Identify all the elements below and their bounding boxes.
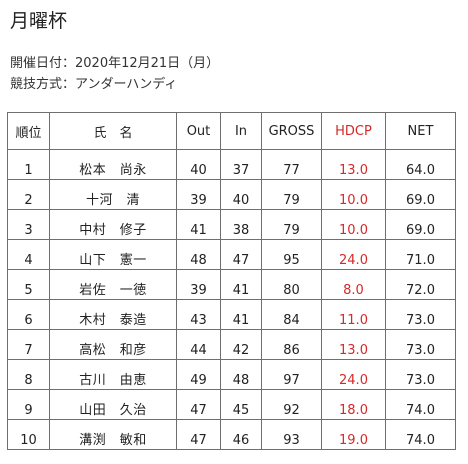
cell-gross: 79 [261, 179, 322, 210]
header-name: 氏 名 [49, 112, 177, 150]
table-row: 3 中村 修子 41 38 79 10.0 69.0 [7, 209, 456, 240]
cell-hdcp: 24.0 [321, 239, 386, 270]
cell-rank: 8 [7, 359, 50, 390]
cell-rank: 9 [7, 389, 50, 420]
cell-out: 48 [176, 239, 221, 270]
header-rank: 順位 [7, 112, 50, 150]
cell-name: 岩佐 一徳 [49, 269, 177, 300]
table-row: 9 山田 久治 47 45 92 18.0 74.0 [7, 389, 456, 420]
cell-out: 39 [176, 179, 221, 210]
cell-out: 43 [176, 299, 221, 330]
cell-in: 41 [220, 299, 262, 330]
cell-rank: 1 [7, 149, 50, 180]
cell-out: 41 [176, 209, 221, 240]
header-net: NET [385, 112, 456, 150]
cell-hdcp: 13.0 [321, 149, 386, 180]
table-row: 10 溝渕 敏和 47 46 93 19.0 74.0 [7, 419, 456, 450]
cell-gross: 77 [261, 149, 322, 180]
cell-in: 37 [220, 149, 262, 180]
cell-gross: 97 [261, 359, 322, 390]
cell-hdcp: 8.0 [321, 269, 386, 300]
table-row: 6 木村 泰造 43 41 84 11.0 73.0 [7, 299, 456, 330]
cell-out: 40 [176, 149, 221, 180]
cell-gross: 95 [261, 239, 322, 270]
cell-hdcp: 13.0 [321, 329, 386, 360]
cell-hdcp: 19.0 [321, 419, 386, 450]
cell-in: 47 [220, 239, 262, 270]
cell-gross: 86 [261, 329, 322, 360]
cell-hdcp: 18.0 [321, 389, 386, 420]
cell-gross: 80 [261, 269, 322, 300]
header-gross: GROSS [261, 112, 322, 150]
cell-in: 38 [220, 209, 262, 240]
cell-rank: 2 [7, 179, 50, 210]
cell-gross: 92 [261, 389, 322, 420]
cell-in: 45 [220, 389, 262, 420]
cell-name: 古川 由恵 [49, 359, 177, 390]
cell-gross: 93 [261, 419, 322, 450]
cell-out: 44 [176, 329, 221, 360]
table-row: 1 松本 尚永 40 37 77 13.0 64.0 [7, 149, 456, 180]
table-row: 2 十河 清 39 40 79 10.0 69.0 [7, 179, 456, 210]
cell-net: 74.0 [385, 419, 456, 450]
cell-net: 72.0 [385, 269, 456, 300]
table-row: 5 岩佐 一徳 39 41 80 8.0 72.0 [7, 269, 456, 300]
cell-name: 木村 泰造 [49, 299, 177, 330]
cell-name: 中村 修子 [49, 209, 177, 240]
cell-hdcp: 24.0 [321, 359, 386, 390]
cell-in: 46 [220, 419, 262, 450]
cell-name: 十河 清 [49, 179, 177, 210]
cell-in: 48 [220, 359, 262, 390]
cell-net: 73.0 [385, 299, 456, 330]
cell-out: 47 [176, 419, 221, 450]
cell-hdcp: 11.0 [321, 299, 386, 330]
header-hdcp: HDCP [321, 112, 386, 150]
cell-gross: 84 [261, 299, 322, 330]
cell-hdcp: 10.0 [321, 179, 386, 210]
competition-format: 競技方式：アンダーハンディ [10, 77, 178, 92]
cell-net: 69.0 [385, 179, 456, 210]
cell-rank: 6 [7, 299, 50, 330]
event-date: 開催日付：2020年12月21日（月） [10, 56, 220, 71]
cell-rank: 7 [7, 329, 50, 360]
cell-net: 69.0 [385, 209, 456, 240]
results-table: 順位 氏 名 Out In GROSS HDCP NET 1 松本 尚永 40 37 7… [7, 112, 456, 450]
cell-name: 松本 尚永 [49, 149, 177, 180]
cell-net: 73.0 [385, 359, 456, 390]
cell-rank: 5 [7, 269, 50, 300]
cell-in: 40 [220, 179, 262, 210]
cell-net: 64.0 [385, 149, 456, 180]
table-header-row: 順位 氏 名 Out In GROSS HDCP NET [7, 112, 456, 150]
table-row: 8 古川 由恵 49 48 97 24.0 73.0 [7, 359, 456, 390]
cell-name: 溝渕 敏和 [49, 419, 177, 450]
header-in: In [220, 112, 262, 150]
cell-name: 山下 憲一 [49, 239, 177, 270]
cell-rank: 4 [7, 239, 50, 270]
table-row: 4 山下 憲一 48 47 95 24.0 71.0 [7, 239, 456, 270]
cell-rank: 3 [7, 209, 50, 240]
cell-out: 47 [176, 389, 221, 420]
cell-in: 41 [220, 269, 262, 300]
cell-out: 39 [176, 269, 221, 300]
cell-out: 49 [176, 359, 221, 390]
cell-rank: 10 [7, 419, 50, 450]
cell-name: 高松 和彦 [49, 329, 177, 360]
cell-gross: 79 [261, 209, 322, 240]
cell-in: 42 [220, 329, 262, 360]
cell-net: 73.0 [385, 329, 456, 360]
header-out: Out [176, 112, 221, 150]
cell-net: 74.0 [385, 389, 456, 420]
cell-name: 山田 久治 [49, 389, 177, 420]
cell-net: 71.0 [385, 239, 456, 270]
cell-hdcp: 10.0 [321, 209, 386, 240]
table-row: 7 高松 和彦 44 42 86 13.0 73.0 [7, 329, 456, 360]
page-title: 月曜杯 [10, 10, 68, 32]
